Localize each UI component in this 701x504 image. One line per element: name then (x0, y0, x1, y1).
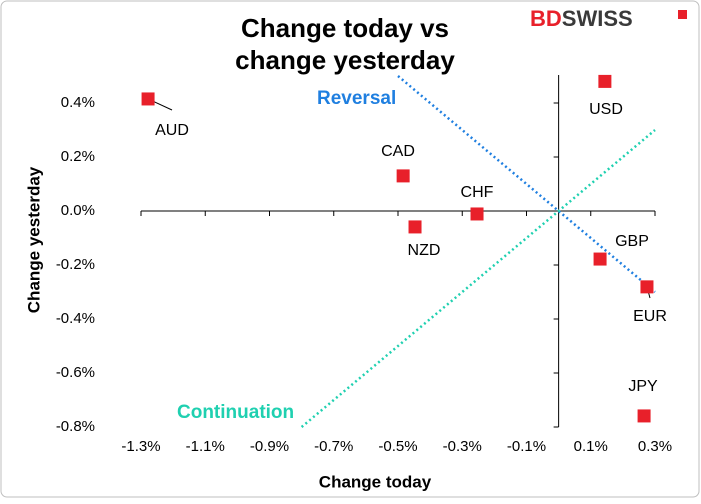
x-tick-label: -0.1% (507, 438, 546, 455)
y-axis-label: Change yesterday (24, 166, 43, 313)
x-tick-label: -0.9% (250, 438, 289, 455)
point (396, 169, 410, 183)
point (408, 220, 422, 234)
logo-cross (678, 10, 687, 19)
reference-line-label: Reversal (317, 88, 396, 109)
point-label: NZD (408, 242, 441, 259)
point-label: CAD (381, 143, 415, 160)
logo-suffix: SWISS (562, 6, 633, 31)
point-label: USD (589, 101, 623, 118)
point (637, 409, 651, 423)
x-tick-label: -1.1% (186, 438, 225, 455)
point (141, 92, 155, 106)
reference-line (397, 75, 656, 293)
reference-line-label: Continuation (177, 402, 294, 423)
x-tick-label: -0.5% (378, 438, 417, 455)
point (598, 74, 612, 88)
y-tick-label: -0.4% (56, 310, 95, 327)
chart-title: Change today vs (241, 13, 449, 43)
x-axis-label: Change today (319, 472, 432, 491)
chart-title: change yesterday (235, 45, 455, 75)
x-tick-label: -0.3% (443, 438, 482, 455)
x-tick-label: -0.7% (314, 438, 353, 455)
logo: BDSWISS (530, 6, 633, 31)
point-label: JPY (628, 378, 658, 395)
logo-prefix: BD (530, 6, 562, 31)
y-tick-label: 0.0% (61, 202, 95, 219)
point-label: EUR (633, 308, 667, 325)
y-tick-label: 0.4% (61, 94, 95, 111)
point (640, 280, 654, 294)
x-tick-label: 0.3% (638, 438, 672, 455)
y-tick-label: -0.2% (56, 256, 95, 273)
y-tick-label: -0.8% (56, 418, 95, 435)
point-label: AUD (155, 122, 189, 139)
point-label: CHF (461, 184, 494, 201)
point (470, 207, 484, 221)
point (593, 252, 607, 266)
y-tick-label: 0.2% (61, 148, 95, 165)
x-tick-label: 0.1% (574, 438, 608, 455)
x-tick-label: -1.3% (121, 438, 160, 455)
point-label: GBP (615, 233, 649, 250)
y-tick-label: -0.6% (56, 364, 95, 381)
reference-line (300, 129, 656, 428)
